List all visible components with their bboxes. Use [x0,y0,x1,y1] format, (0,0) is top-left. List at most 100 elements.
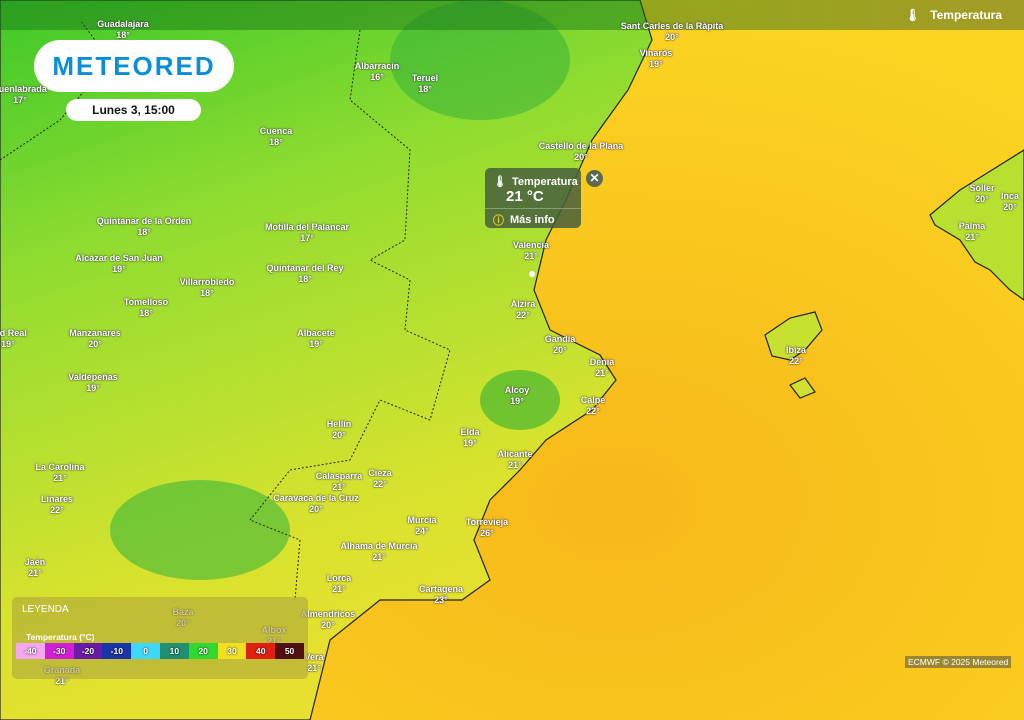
city-name: Dénia [589,357,615,367]
city-label[interactable]: Murcia 24° [407,515,436,537]
thermometer-icon: 🌡 [904,8,921,22]
city-temp: 21° [524,251,538,261]
city-temp: 20° [321,620,335,630]
city-label[interactable]: Quintanar de la Orden 18° [97,216,192,238]
city-name: La Carolina [35,462,85,472]
city-name: Tomelloso [123,297,169,307]
city-label[interactable]: Alcázar de San Juan 19° [75,253,163,275]
city-label[interactable]: Caravaca de la Cruz 20° [273,493,359,515]
city-label[interactable]: Alicante 21° [497,449,532,471]
city-temp: 19° [649,59,663,69]
city-label[interactable]: Linares 22° [41,494,73,516]
city-label[interactable]: Fuenlabrada17° [0,84,47,106]
city-label[interactable]: Calpe 22° [581,395,606,417]
city-name: Castelló de la Plana [538,141,624,151]
city-temp: 21° [508,460,522,470]
city-label[interactable]: Valencia 21° [513,240,549,262]
city-name: Calasparra [315,471,363,481]
city-name: Vera [304,652,324,662]
city-temp: 20° [553,345,567,355]
city-name: Motilla del Palancar [264,222,350,232]
city-label[interactable]: Tomelloso 18° [124,297,168,319]
layer-selector[interactable]: 🌡 Temperatura [905,8,1002,22]
city-temp: 18° [269,137,283,147]
city-label[interactable]: Villarrobledo 18° [180,277,235,299]
city-label[interactable]: Hellín 20° [327,419,352,441]
city-label[interactable]: Guadalajara 18° [97,19,149,41]
city-temp: 22° [586,406,600,416]
city-label[interactable]: Almendricos 20° [301,609,356,631]
location-marker[interactable] [529,271,535,277]
city-label[interactable]: Torrevieja 26° [466,517,508,539]
city-label[interactable]: Cuenca 18° [260,126,293,148]
city-temp: 19° [112,264,126,274]
city-label[interactable]: Quintanar del Rey 18° [266,263,343,285]
city-label[interactable]: Jaén 21° [25,557,46,579]
city-label[interactable]: Dénia 21° [590,357,615,379]
city-label[interactable]: Gandia 20° [545,334,576,356]
city-label[interactable]: Ibiza 22° [786,345,806,367]
info-icon: ⓘ [493,215,504,227]
credit-label: ECMWF © 2025 Meteored [905,656,1012,668]
city-name: Hellín [326,419,352,429]
legend: LEYENDA Temperatura (°C) -40 -30 -20 -10 0 10… [12,597,308,679]
city-label[interactable]: Valdepeñas 19° [68,372,118,394]
more-info-link[interactable]: ⓘ Más info [493,212,555,228]
city-label[interactable]: Inca 20° [1001,191,1019,213]
city-name: Sant Carles de la Ràpita [620,21,724,31]
city-name: Inca [1000,191,1020,201]
city-temp: 18° [200,288,214,298]
city-label[interactable]: Vinaròs 19° [640,48,673,70]
city-temp: 22° [789,356,803,366]
close-popup-button[interactable]: ✕ [586,170,603,187]
city-label[interactable]: Cieza 22° [368,468,392,490]
city-temp: 20° [975,194,989,204]
legend-swatch: -30 [44,643,74,659]
legend-swatch: 50 [275,643,304,659]
city-name: Linares [40,494,74,504]
legend-swatch: -40 [16,643,45,659]
city-name: Cieza [368,468,392,478]
city-label[interactable]: Sóller 20° [969,183,994,205]
city-label[interactable]: La Carolina 21° [35,462,84,484]
city-temp: 21° [307,663,321,673]
city-label[interactable]: Elda 19° [460,427,479,449]
city-temp: 19° [309,339,323,349]
city-label[interactable]: Lorca 21° [327,573,352,595]
popup-title: Temperatura [511,175,578,188]
city-label[interactable]: Teruel 18° [412,73,438,95]
city-name: Cuenca [259,126,293,136]
date-time-label[interactable]: Lunes 3, 15:00 [66,99,201,121]
city-name: Valdepeñas [68,372,118,382]
city-label[interactable]: Castelló de la Plana 20° [539,141,624,163]
city-temp: 19° [1,339,15,349]
city-label[interactable]: Alzira 22° [511,299,536,321]
city-name: Lorca [326,573,352,583]
city-temp: 19° [510,396,524,406]
city-label[interactable]: Albacete 19° [297,328,335,350]
city-temp: 18° [418,84,432,94]
city-label[interactable]: Sant Carles de la Ràpita 20° [621,21,724,43]
city-label[interactable]: Calasparra 21° [316,471,363,493]
city-label[interactable]: Palma 21° [959,221,986,243]
city-label[interactable]: Motilla del Palancar 17° [265,222,349,244]
city-temp: 24° [415,526,429,536]
city-temp: 21° [332,584,346,594]
legend-swatch: 20 [188,643,218,659]
island-ibiza [764,311,823,361]
city-label[interactable]: Vera 21° [304,652,323,674]
legend-swatch: -10 [102,643,132,659]
city-temp: 21° [595,368,609,378]
city-label[interactable]: Alhama de Murcia 21° [340,541,417,563]
city-name: Calpe [580,395,606,405]
city-label[interactable]: Alcoy 19° [505,385,530,407]
meteored-logo[interactable]: METEORED [34,40,234,92]
island-formentera [789,377,816,399]
legend-swatch: -20 [73,643,103,659]
city-name: Elda [460,427,480,437]
city-label[interactable]: Cartagena 23° [419,584,463,606]
city-label[interactable]: Albarracín 16° [355,61,400,83]
city-label[interactable]: Manzanares 20° [69,328,121,350]
city-name: Gandia [544,334,576,344]
